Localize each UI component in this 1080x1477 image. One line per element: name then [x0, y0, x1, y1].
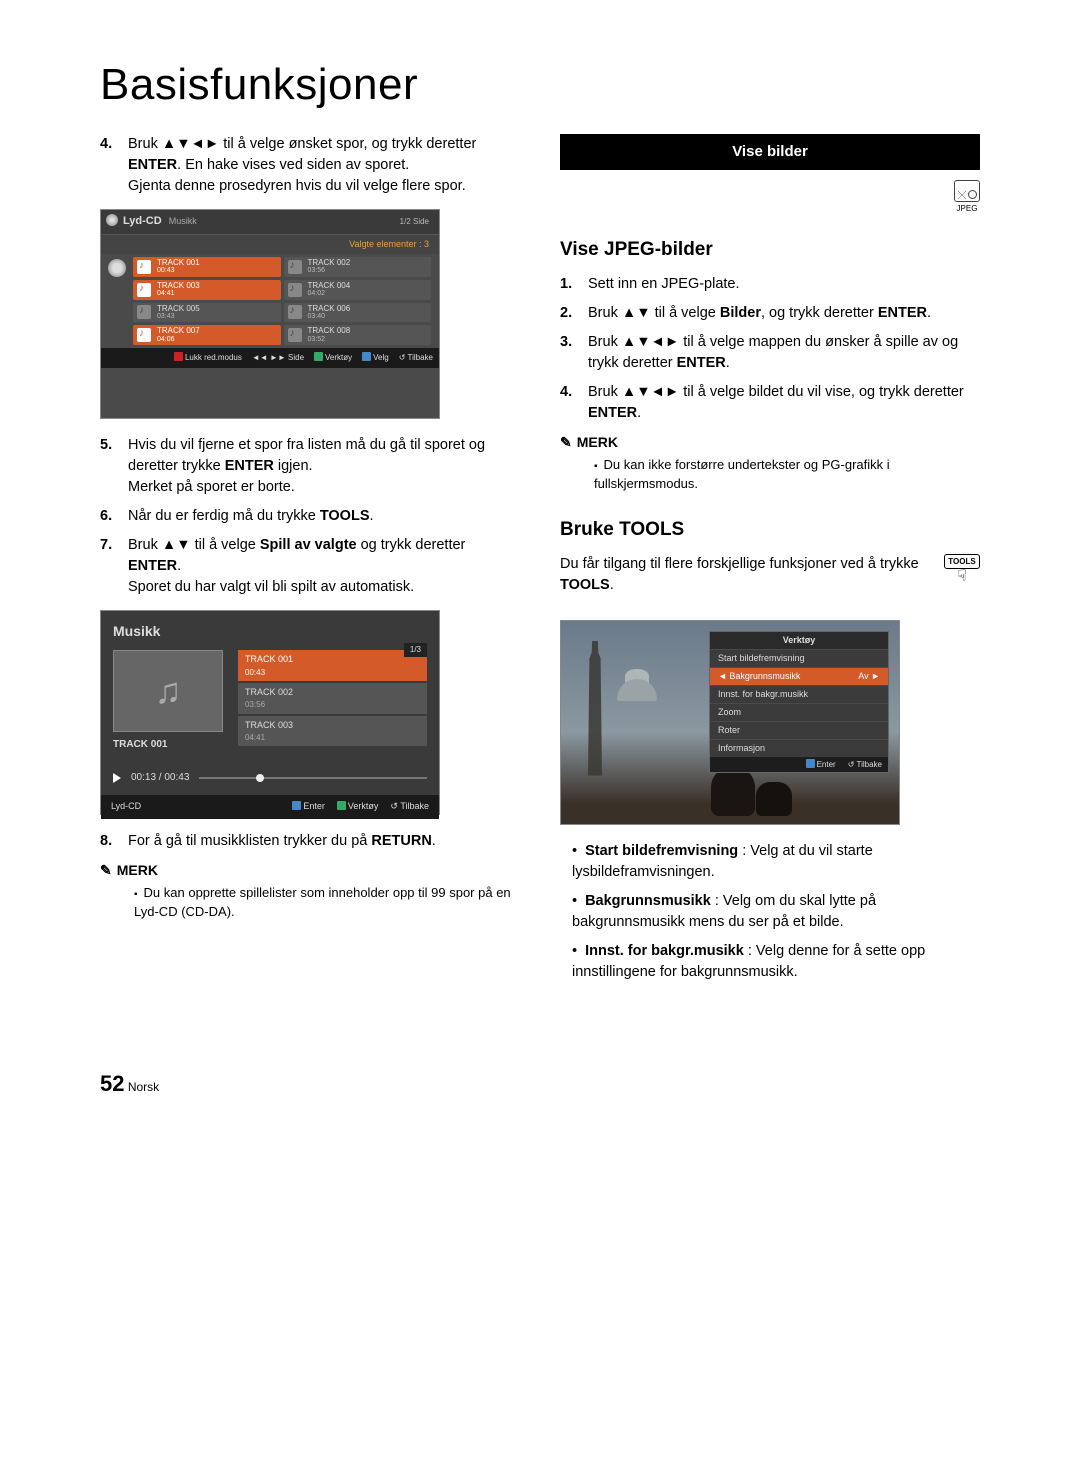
jpeg-badge: JPEG [954, 180, 980, 215]
album-art-icon: ♫ [113, 650, 223, 732]
track-item: TRACK 00503:43 [133, 303, 281, 323]
step-num: 6. [100, 506, 120, 527]
track-item: TRACK 00203:56 [284, 257, 432, 277]
menu-item: Roter [710, 721, 888, 739]
disc-icon [106, 214, 118, 226]
menu-item: Informasjon [710, 739, 888, 757]
track-item: TRACK 00100:43 [133, 257, 281, 277]
step5: Hvis du vil fjerne et spor fra listen må… [128, 435, 520, 498]
step-num: 5. [100, 435, 120, 498]
track-item: TRACK 00704:06 [133, 325, 281, 345]
merk-note-2: Du kan ikke forstørre undertekster og PG… [594, 456, 980, 494]
step6: Når du er ferdig må du trykke TOOLS. [128, 506, 520, 527]
ss2-page: 1/3 [404, 643, 427, 657]
j4: Bruk ▲▼◄► til å velge bildet du vil vise… [588, 382, 980, 424]
playlist-item: TRACK 00100:43 [238, 650, 427, 681]
progress-bar: 00:13 / 00:43 [113, 771, 427, 786]
section-bar: Vise bilder [560, 134, 980, 170]
track-item: TRACK 00404:02 [284, 280, 432, 300]
step-num: 7. [100, 535, 120, 598]
step4: Bruk ▲▼◄► til å velge ønsket spor, og tr… [128, 134, 520, 197]
disc-thumb-icon [108, 259, 126, 277]
tools-intro: Du får tilgang til flere forskjellige fu… [560, 554, 980, 596]
j3: Bruk ▲▼◄► til å velge mappen du ønsker å… [588, 332, 980, 374]
jpeg-icon [954, 180, 980, 202]
playlist-item: TRACK 00304:41 [238, 716, 427, 747]
now-playing: TRACK 001 [113, 732, 238, 755]
play-icon [113, 773, 121, 783]
bullet-3: Innst. for bakgr.musikk : Velg denne for… [572, 941, 980, 983]
track-item: TRACK 00803:52 [284, 325, 432, 345]
ss2-footer: Lyd-CD Enter Verktøy ↺ Tilbake [101, 795, 439, 818]
page-footer: 52 Norsk [100, 1071, 980, 1097]
step7: Bruk ▲▼ til å velge Spill av valgte og t… [128, 535, 520, 598]
playlist-item: TRACK 00203:56 [238, 683, 427, 714]
track-icon [137, 283, 151, 297]
heading-tools: Bruke TOOLS [560, 516, 980, 544]
menu-item: Start bildefremvisning [710, 649, 888, 667]
ss1-selected: Valgte elementer : 3 [101, 235, 439, 254]
track-icon [288, 328, 302, 342]
page-title: Basisfunksjoner [100, 60, 980, 110]
merk-label: MERK [100, 860, 520, 880]
track-icon [137, 305, 151, 319]
bullet-2: Bakgrunnsmusikk : Velg om du skal lytte … [572, 891, 980, 933]
step-num: 8. [100, 831, 120, 852]
track-icon [137, 328, 151, 342]
track-icon [288, 260, 302, 274]
menu-item: ◄ BakgrunnsmusikkAv ► [710, 667, 888, 685]
track-icon [288, 305, 302, 319]
verktoy-menu: Verktøy Start bildefremvisning◄ Bakgrunn… [709, 631, 889, 774]
track-item: TRACK 00603:40 [284, 303, 432, 323]
heading-jpeg: Vise JPEG-bilder [560, 236, 980, 264]
screenshot-verktoy: Verktøy Start bildefremvisning◄ Bakgrunn… [560, 620, 900, 825]
track-icon [288, 283, 302, 297]
right-column: Vise bilder JPEG Vise JPEG-bilder 1.Sett… [560, 134, 980, 991]
ss1-header: Lyd-CD Musikk 1/2 Side [101, 210, 439, 235]
ss1-footer: Lukk red.modus ◄◄ ►► Side Verktøy Velg ↺… [101, 348, 439, 368]
merk-note: Du kan opprette spillelister som innehol… [134, 884, 520, 922]
merk-label-2: MERK [560, 432, 980, 452]
left-column: 4. Bruk ▲▼◄► til å velge ønsket spor, og… [100, 134, 520, 991]
screenshot-musikk-player: Musikk 1/3 ♫ TRACK 001 TRACK 00100:43TRA… [100, 610, 440, 815]
ss2-title: Musikk [101, 611, 439, 644]
screenshot-lyd-cd: Lyd-CD Musikk 1/2 Side Valgte elementer … [100, 209, 440, 419]
j2: Bruk ▲▼ til å velge Bilder, og trykk der… [588, 303, 980, 324]
hand-icon: ☟ [944, 569, 980, 585]
track-item: TRACK 00304:41 [133, 280, 281, 300]
step-num: 4. [100, 134, 120, 197]
track-icon [137, 260, 151, 274]
j1: Sett inn en JPEG-plate. [588, 274, 980, 295]
menu-item: Innst. for bakgr.musikk [710, 685, 888, 703]
tools-badge: TOOLS ☟ [944, 554, 980, 586]
menu-item: Zoom [710, 703, 888, 721]
bullet-1: Start bildefremvisning : Velg at du vil … [572, 841, 980, 883]
step8: For å gå til musikklisten trykker du på … [128, 831, 520, 852]
